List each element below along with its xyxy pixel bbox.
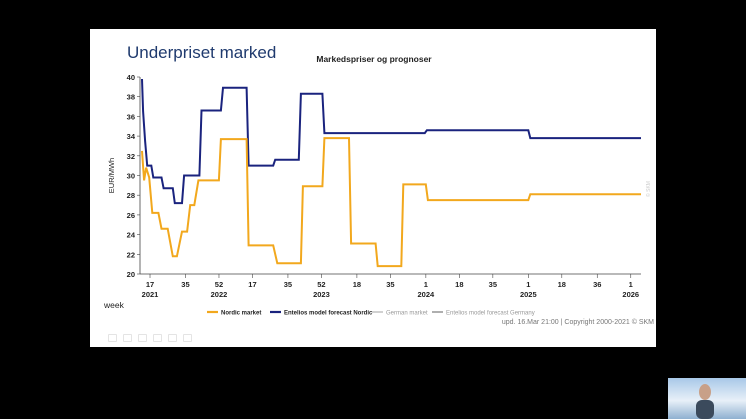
y-tick-label: 32 — [127, 152, 135, 161]
x-tick-label: 35 — [489, 280, 497, 289]
y-tick-label: 24 — [127, 231, 136, 240]
zoom-icon[interactable] — [168, 334, 177, 342]
slide: Underpriset marked Markedspriser og prog… — [90, 29, 656, 347]
more-options-icon[interactable] — [183, 334, 192, 342]
x-axis-label: week — [103, 300, 125, 310]
legend-item-label: Entelios model forecast Germany — [446, 311, 535, 317]
x-tick-label: 35 — [386, 280, 394, 289]
x-tick-label: 17 — [248, 280, 256, 289]
x-tick-label: 18 — [455, 280, 463, 289]
x-tick-label: 1 — [629, 280, 633, 289]
x-tick-label: 18 — [353, 280, 361, 289]
x-year-label: 2024 — [418, 290, 436, 299]
y-tick-label: 36 — [127, 112, 135, 121]
y-tick-label: 28 — [127, 191, 135, 200]
x-tick-label: 52 — [215, 280, 223, 289]
x-tick-label: 36 — [593, 280, 601, 289]
chart-title: Markedspriser og prognoser — [316, 54, 432, 64]
x-year-label: 2022 — [211, 290, 228, 299]
y-tick-label: 34 — [127, 132, 136, 141]
forward-icon[interactable] — [123, 334, 132, 342]
y-tick-label: 40 — [127, 73, 135, 82]
x-tick-label: 18 — [558, 280, 566, 289]
legend-item-label: Nordic market — [221, 311, 261, 317]
series-line-nordic-market — [141, 137, 641, 268]
presenter-avatar — [696, 384, 714, 419]
x-year-label: 2025 — [520, 290, 537, 299]
copyright-footer: upd. 16.Mar 21:00 | Copyright 2000-2021 … — [501, 319, 654, 326]
y-tick-label: 22 — [127, 250, 135, 259]
x-year-label: 2023 — [313, 290, 330, 299]
x-tick-label: 1 — [526, 280, 530, 289]
pen-icon[interactable] — [138, 334, 147, 342]
series-line-entelios-nordic — [141, 78, 641, 205]
y-tick-label: 38 — [127, 93, 135, 102]
presenter-video-thumbnail[interactable] — [668, 378, 746, 419]
y-tick-label: 26 — [127, 211, 135, 220]
slide-title: Underpriset marked — [127, 43, 277, 62]
x-tick-label: 35 — [284, 280, 292, 289]
slides-icon[interactable] — [153, 334, 162, 342]
legend-item-label: Entelios model forecast Nordic — [284, 311, 373, 317]
x-year-label: 2021 — [142, 290, 159, 299]
x-year-label: 2026 — [622, 290, 639, 299]
slide-toolbar — [108, 334, 192, 342]
x-tick-label: 35 — [181, 280, 189, 289]
chart: Markedspriser og prognoser20222426283032… — [103, 54, 652, 317]
y-tick-label: 20 — [127, 270, 135, 279]
y-axis-label: EUR/MWh — [107, 158, 116, 193]
y-tick-label: 30 — [127, 172, 135, 181]
x-tick-label: 17 — [146, 280, 154, 289]
legend-item-label: German market — [386, 311, 428, 317]
skm-watermark: © SKM — [645, 181, 652, 197]
x-tick-label: 52 — [317, 280, 325, 289]
x-tick-label: 1 — [424, 280, 428, 289]
back-icon[interactable] — [108, 334, 117, 342]
